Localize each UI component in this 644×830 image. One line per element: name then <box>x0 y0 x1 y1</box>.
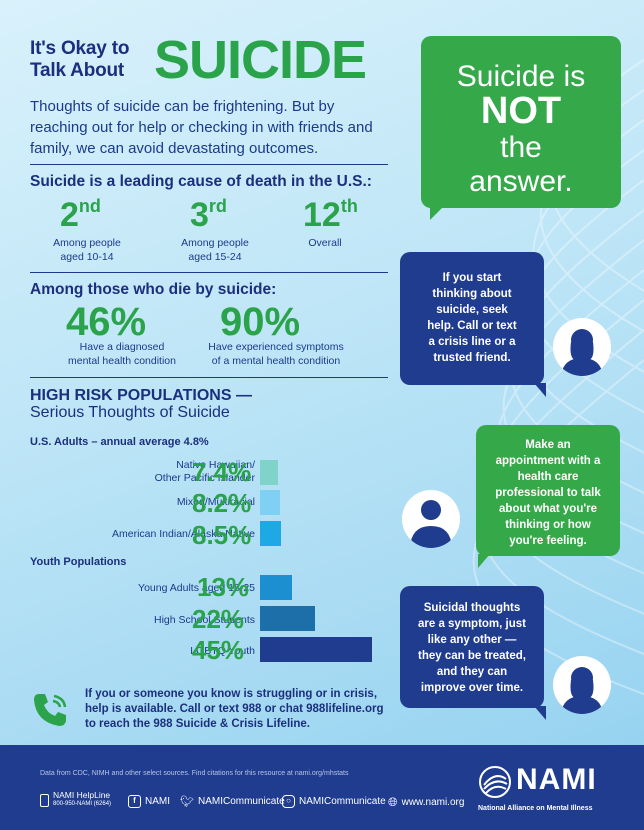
nami-logo-word: NAMI <box>516 763 597 797</box>
divider <box>30 377 388 378</box>
rank-1-desc: Among people aged 10-14 <box>42 236 132 264</box>
bar-mixed <box>260 490 280 515</box>
row-pct-native-hawaiian: 7.4% <box>192 457 251 488</box>
title-line-2: Talk About <box>30 60 129 82</box>
rank-2-number: 3rd <box>190 196 227 235</box>
among-those-heading: Among those who die by suicide: <box>30 281 276 299</box>
facebook-label: NAMI <box>145 796 170 807</box>
person-avatar-female <box>553 318 611 376</box>
nami-logo: NAMI National Alliance on Mental Illness <box>478 763 608 823</box>
bubble-tail <box>478 554 490 568</box>
bar-high-school <box>260 606 315 631</box>
footer-citation-note: Data from CDC, NIMH and other select sou… <box>40 770 349 777</box>
page-title: SUICIDE <box>154 32 366 88</box>
row-pct-american-indian: 8.5% <box>192 520 251 551</box>
person-avatar-female <box>553 656 611 714</box>
help-text: If you or someone you know is struggling… <box>85 687 385 732</box>
footer: Data from CDC, NIMH and other select sou… <box>0 745 644 830</box>
intro-text: Thoughts of suicide can be frightening. … <box>30 96 390 159</box>
nami-logo-icon <box>478 765 512 799</box>
row-pct-lgbtq: 45% <box>192 635 244 666</box>
bar-native-hawaiian <box>260 460 278 485</box>
bubble-tail <box>534 383 546 397</box>
footer-website[interactable]: 🌐︎ www.nami.org <box>388 795 464 810</box>
main-speech-bubble: Suicide is NOT the answer. <box>421 36 621 208</box>
title-prefix: It's Okay to Talk About <box>30 38 129 82</box>
globe-icon: 🌐︎ <box>388 795 398 810</box>
rank-3-desc: Overall <box>295 236 355 250</box>
stat-90-percent: 90% <box>220 300 300 345</box>
bar-american-indian <box>260 521 281 546</box>
stat-46-percent: 46% <box>66 300 146 345</box>
footer-twitter[interactable]: 🐦︎ NAMICommunicate <box>180 795 285 808</box>
youth-group-label: Youth Populations <box>30 556 126 568</box>
speech-bubble-seek-help: If you start thinking about suicide, seek h… <box>400 252 544 385</box>
row-pct-high-school: 22% <box>192 604 244 635</box>
website-label: www.nami.org <box>402 797 465 808</box>
title-block: It's Okay to Talk About SUICIDE <box>30 30 410 90</box>
bar-young-adults <box>260 575 292 600</box>
high-risk-subtitle: Serious Thoughts of Suicide <box>30 404 230 422</box>
phone-icon <box>30 690 70 730</box>
helpline-number: 800-950-NAMI (6264) <box>53 800 111 809</box>
stat-90-desc: Have experienced symptoms of a mental hea… <box>186 340 366 368</box>
bubble-seek-help-text: If you start thinking about suicide, seek h… <box>400 270 544 366</box>
divider <box>30 272 388 273</box>
person-avatar-male <box>402 490 460 548</box>
bubble-tail <box>534 706 546 720</box>
title-line-1: It's Okay to <box>30 38 129 60</box>
instagram-icon: ○ <box>282 795 295 808</box>
bubble-appointment-text: Make an appointment with a health care prof… <box>476 437 620 549</box>
leading-cause-heading: Suicide is a leading cause of death in t… <box>30 173 372 191</box>
divider <box>30 164 388 165</box>
high-risk-title: HIGH RISK POPULATIONS — <box>30 387 252 405</box>
speech-bubble-treatable: Suicidal thoughts are a symptom, just like… <box>400 586 544 708</box>
bar-lgbtq <box>260 637 372 662</box>
instagram-label: NAMICommunicate <box>299 796 386 807</box>
stat-46-desc: Have a diagnosed mental health condition <box>42 340 202 368</box>
row-pct-mixed: 8.2% <box>192 488 251 519</box>
bubble-treatable-text: Suicidal thoughts are a symptom, just like… <box>400 600 544 696</box>
rank-3-number: 12th <box>303 196 358 235</box>
footer-facebook[interactable]: f NAMI <box>128 795 170 808</box>
bubble-tail <box>430 206 444 220</box>
speech-bubble-appointment: Make an appointment with a health care prof… <box>476 425 620 556</box>
rank-1-number: 2nd <box>60 196 101 235</box>
rank-2-desc: Among people aged 15-24 <box>170 236 260 264</box>
helpline-label: NAMI HelpLine <box>53 791 111 800</box>
footer-helpline[interactable]: NAMI HelpLine 800-950-NAMI (6264) <box>40 791 111 809</box>
nami-logo-subtitle: National Alliance on Mental Illness <box>478 805 593 812</box>
row-pct-young-adults: 13% <box>197 572 249 603</box>
twitter-label: NAMICommunicate <box>198 796 285 807</box>
footer-instagram[interactable]: ○ NAMICommunicate <box>282 795 386 808</box>
phone-device-icon <box>40 794 49 807</box>
adults-group-label: U.S. Adults – annual average 4.8% <box>30 436 209 448</box>
main-bubble-text: Suicide is NOT the answer. <box>421 60 621 199</box>
facebook-icon: f <box>128 795 141 808</box>
twitter-icon: 🐦︎ <box>180 795 194 808</box>
